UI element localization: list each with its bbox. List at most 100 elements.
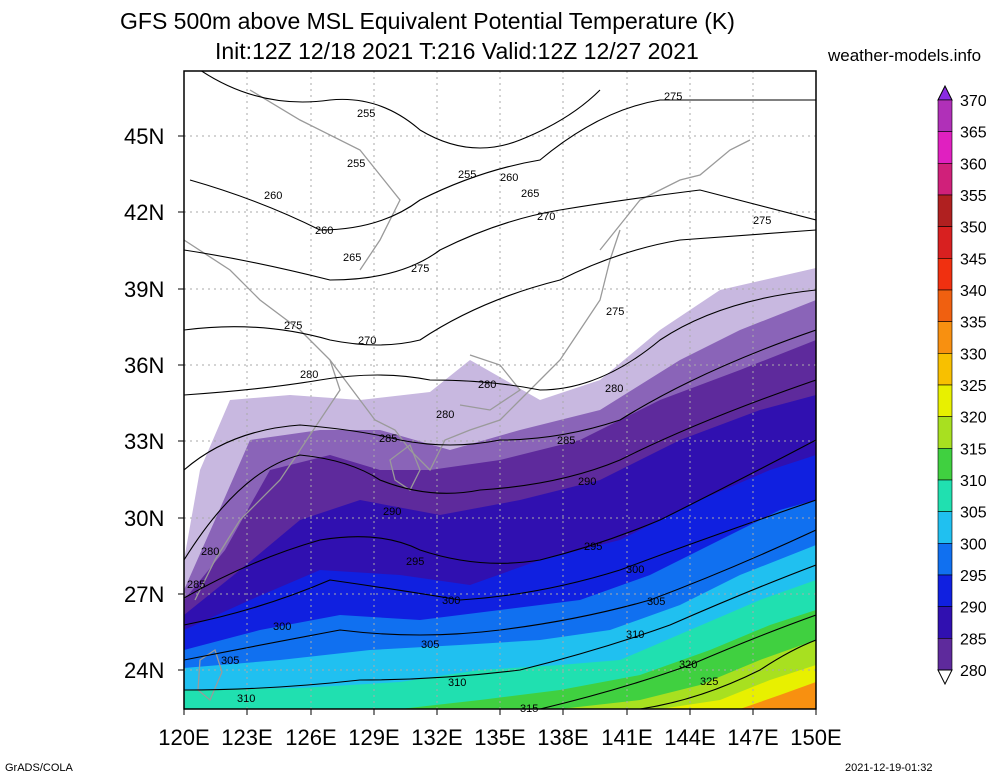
colorbar-label: 350 xyxy=(960,220,987,237)
lat-label: 33N xyxy=(124,429,164,454)
colorbar-swatch xyxy=(937,226,953,259)
colorbar-swatch xyxy=(937,99,953,132)
contour-label: 320 xyxy=(679,659,697,671)
contour-label: 290 xyxy=(383,506,401,518)
lon-label: 138E xyxy=(537,725,588,750)
contour-label: 280 xyxy=(605,383,623,395)
longitude-labels: 120E 123E 126E 129E 132E 135E 138E 141E … xyxy=(158,725,841,750)
colorbar-label: 290 xyxy=(960,600,987,617)
colorbar-swatch xyxy=(937,448,953,481)
lon-label: 147E xyxy=(727,725,778,750)
colorbar-swatch xyxy=(937,321,953,354)
contour-label: 275 xyxy=(411,263,429,275)
colorbar-label: 305 xyxy=(960,505,987,522)
colorbar-label: 335 xyxy=(960,315,987,332)
lon-label: 141E xyxy=(601,725,652,750)
colorbar-label: 320 xyxy=(960,410,987,427)
colorbar-swatch xyxy=(937,543,953,576)
colorbar-label: 345 xyxy=(960,251,987,268)
contour-label: 285 xyxy=(379,433,397,445)
colorbar-label: 280 xyxy=(960,663,987,680)
colorbar-label: 340 xyxy=(960,283,987,300)
band-335 xyxy=(740,682,816,709)
contour-label: 275 xyxy=(284,320,302,332)
colorbar-label: 365 xyxy=(960,125,987,142)
colorbar-label: 370 xyxy=(960,93,987,110)
colorbar-label: 310 xyxy=(960,473,987,490)
colorbar-swatch xyxy=(937,289,953,322)
lat-label: 30N xyxy=(124,506,164,531)
lat-label: 36N xyxy=(124,353,164,378)
colorbar-swatch xyxy=(937,416,953,449)
contour-label: 255 xyxy=(347,158,365,170)
contour-label: 280 xyxy=(436,409,454,421)
contour-label: 270 xyxy=(358,335,376,347)
lat-label: 42N xyxy=(124,200,164,225)
lon-label: 126E xyxy=(285,725,336,750)
chart-title: GFS 500m above MSL Equivalent Potential … xyxy=(120,8,735,34)
lon-label: 123E xyxy=(221,725,272,750)
contour-label: 285 xyxy=(557,435,575,447)
contour-label: 275 xyxy=(606,306,624,318)
colorbar: 370 365 360 355 350 345 340 335 330 325 320 315 310 3… xyxy=(937,84,987,686)
contour-label: 295 xyxy=(406,556,424,568)
colorbar-label: 360 xyxy=(960,156,987,173)
contour-label: 265 xyxy=(521,188,539,200)
contour-lines xyxy=(184,71,816,709)
lon-label: 129E xyxy=(348,725,399,750)
contour-label: 275 xyxy=(664,91,682,103)
lon-label: 144E xyxy=(664,725,715,750)
contour-label: 260 xyxy=(500,172,518,184)
chart-subtitle: Init:12Z 12/18 2021 T:216 Valid:12Z 12/2… xyxy=(215,38,699,64)
contour-label: 260 xyxy=(264,190,282,202)
field-layer xyxy=(184,71,816,709)
lon-label: 150E xyxy=(790,725,841,750)
colorbar-swatch xyxy=(937,606,953,639)
contour-label: 300 xyxy=(626,564,644,576)
contour-label: 285 xyxy=(187,579,205,591)
contour-label: 310 xyxy=(448,677,466,689)
lon-label: 135E xyxy=(474,725,525,750)
colorbar-label: 285 xyxy=(960,631,987,648)
colorbar-swatch xyxy=(937,384,953,417)
contour-label: 280 xyxy=(478,379,496,391)
contour-label: 275 xyxy=(753,215,771,227)
contour-label: 265 xyxy=(343,252,361,264)
colorbar-label: 325 xyxy=(960,378,987,395)
coastlines xyxy=(184,89,751,702)
colorbar-label: 315 xyxy=(960,441,987,458)
lat-label: 45N xyxy=(124,124,164,149)
colorbar-label: 300 xyxy=(960,536,987,553)
contour-label: 295 xyxy=(584,541,602,553)
colorbar-bottom-arrow xyxy=(937,669,953,686)
colorbar-swatch xyxy=(937,574,953,607)
lat-label: 39N xyxy=(124,277,164,302)
colorbar-swatch xyxy=(937,258,953,291)
colorbar-label: 355 xyxy=(960,188,987,205)
colorbar-swatch xyxy=(937,131,953,164)
contour-label: 280 xyxy=(201,546,219,558)
lat-label: 24N xyxy=(124,658,164,683)
contour-label: 305 xyxy=(647,596,665,608)
lat-label: 27N xyxy=(124,582,164,607)
colorbar-swatch xyxy=(937,511,953,544)
contour-label: 300 xyxy=(442,595,460,607)
colorbar-top-arrow xyxy=(937,84,953,101)
lon-label: 120E xyxy=(158,725,209,750)
colorbar-swatch xyxy=(937,353,953,386)
footer-timestamp: 2021-12-19-01:32 xyxy=(845,762,933,774)
longitude-ticks xyxy=(183,709,817,715)
contour-label: 310 xyxy=(626,629,644,641)
lon-label: 132E xyxy=(411,725,462,750)
contour-label: 255 xyxy=(458,169,476,181)
contour-label: 300 xyxy=(273,621,291,633)
colorbar-swatch xyxy=(937,638,953,671)
contour-label: 310 xyxy=(237,693,255,705)
site-credit: weather-models.info xyxy=(828,46,982,65)
contour-label: 255 xyxy=(357,108,375,120)
contour-label: 280 xyxy=(300,369,318,381)
contour-label: 305 xyxy=(421,639,439,651)
contour-label: 270 xyxy=(537,211,555,223)
contour-label: 305 xyxy=(221,655,239,667)
